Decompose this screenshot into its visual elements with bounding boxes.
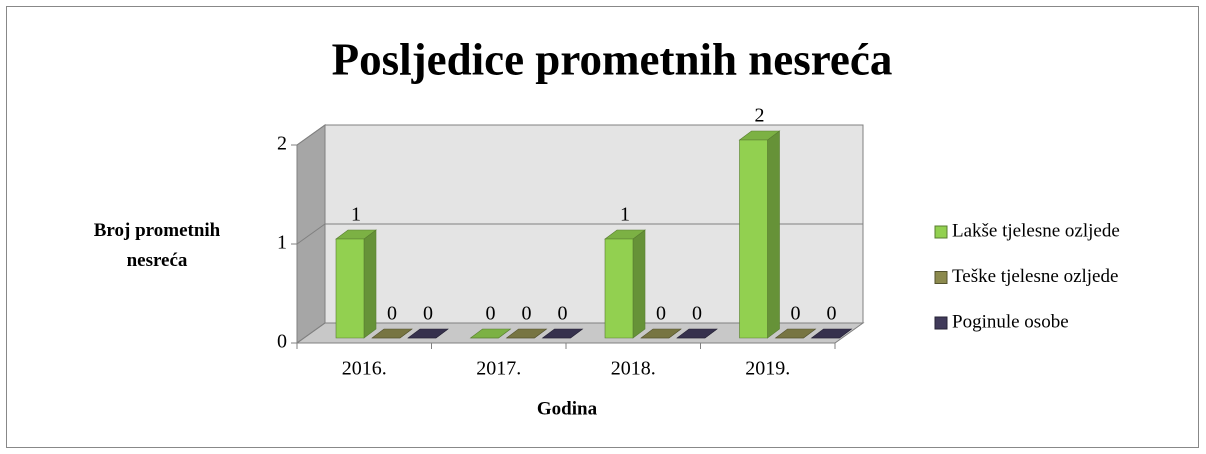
data-label: 2	[755, 105, 765, 127]
bar	[335, 229, 377, 339]
data-label: 0	[692, 303, 702, 325]
bar	[505, 328, 548, 339]
chart-title: Posljedice prometnih nesreća	[332, 34, 893, 84]
y-tick-label: 0	[277, 331, 287, 353]
bar-face	[739, 139, 768, 339]
data-label: 0	[827, 303, 837, 325]
bar	[604, 229, 646, 339]
grid-line	[296, 322, 863, 344]
bar-face	[767, 130, 780, 339]
grid-line	[296, 223, 863, 245]
y-axis-title: Broj prometnih nesreća	[93, 220, 221, 271]
bar-face	[363, 229, 377, 339]
y-tick-label: 1	[277, 232, 287, 254]
x-tick-label: 2017.	[476, 358, 521, 380]
bar	[738, 130, 781, 339]
legend-swatch	[934, 271, 948, 284]
bar	[774, 328, 817, 339]
grid-line	[296, 124, 863, 146]
x-tick-label: 2018.	[611, 358, 656, 380]
legend-swatch	[934, 316, 948, 330]
bar	[810, 328, 853, 339]
data-label: 0	[791, 303, 801, 325]
bar	[469, 328, 512, 339]
legend-label: Teške tjelesne ozljede	[952, 266, 1118, 287]
bar-face	[632, 229, 646, 339]
data-label: 0	[522, 303, 532, 325]
legend-label: Poginule osobe	[952, 311, 1069, 332]
data-label: 0	[486, 303, 496, 325]
bar	[541, 328, 584, 339]
bar-face	[604, 238, 634, 339]
legend-label: Lakše tjelesne ozljede	[952, 220, 1120, 241]
data-label: 0	[387, 303, 397, 325]
data-label: 0	[656, 303, 666, 325]
data-label: 0	[558, 303, 568, 325]
bar	[676, 328, 718, 339]
bar-face	[335, 238, 365, 339]
bar	[371, 328, 413, 339]
data-label: 1	[620, 204, 630, 226]
data-label: 1	[351, 204, 361, 226]
x-tick-label: 2019.	[745, 358, 790, 380]
bar	[640, 328, 682, 339]
data-label: 0	[423, 303, 433, 325]
x-axis-title: Godina	[537, 398, 598, 419]
bar	[407, 328, 449, 339]
x-tick-label: 2016.	[342, 358, 387, 380]
legend-swatch	[934, 225, 948, 239]
y-tick-label: 2	[277, 133, 287, 155]
